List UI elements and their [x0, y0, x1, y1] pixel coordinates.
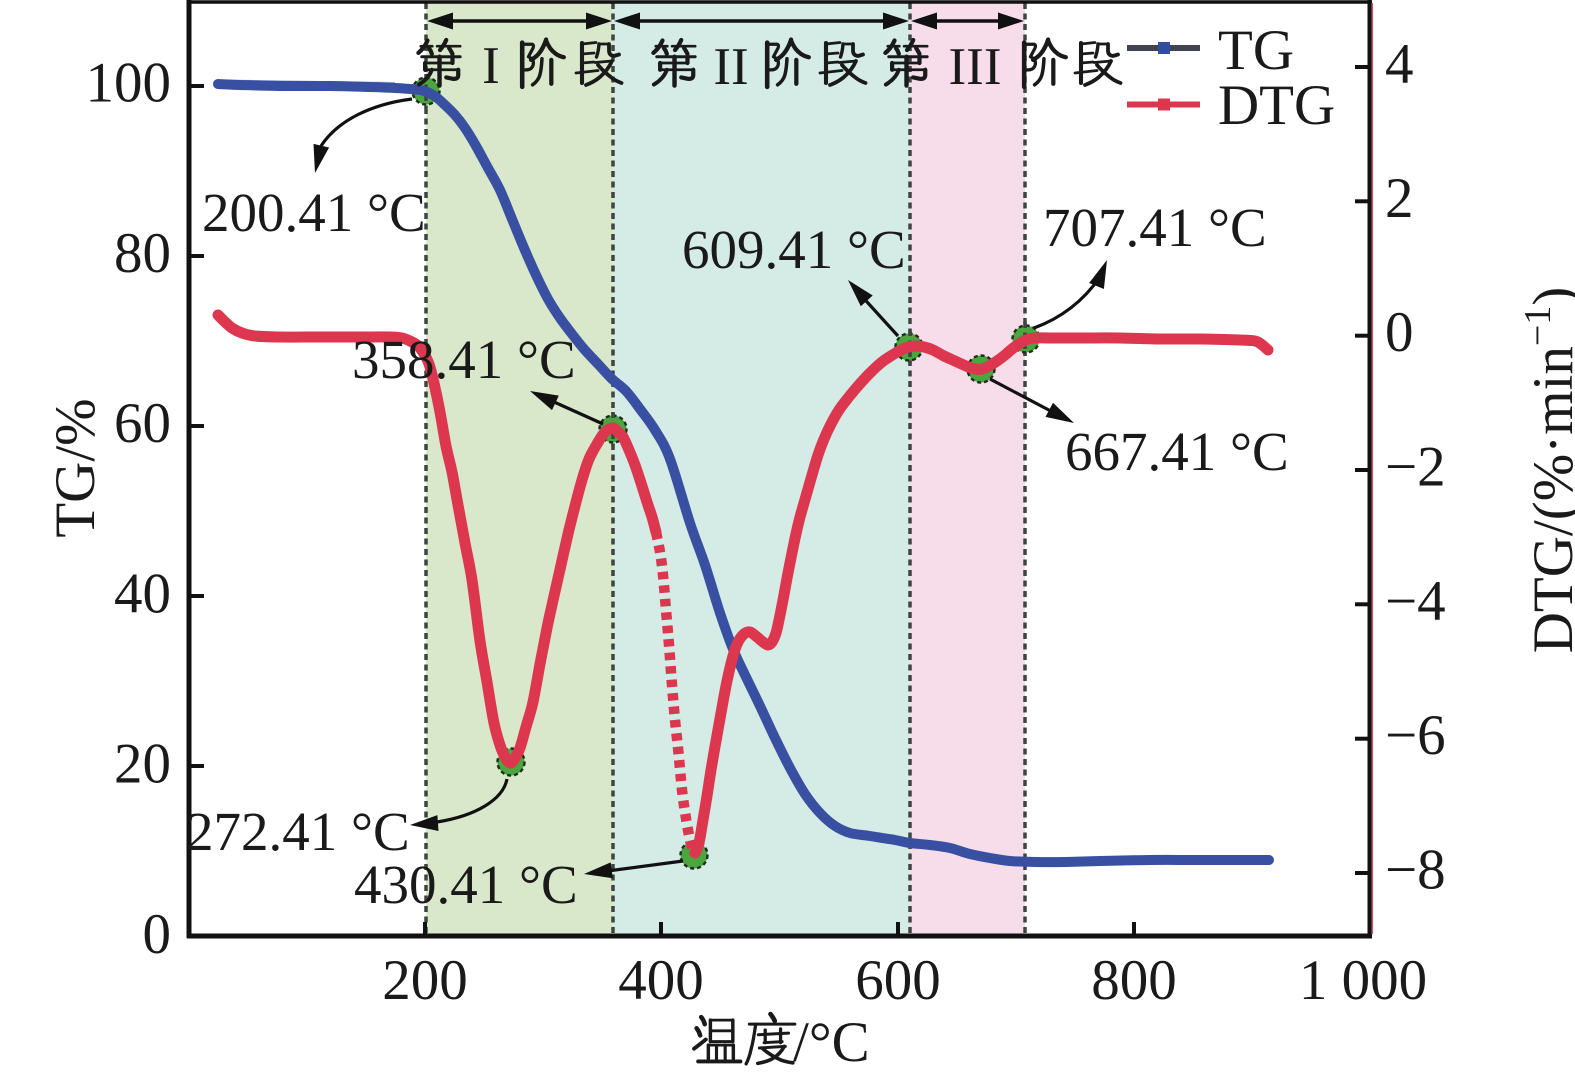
svg-text:272.41 °C: 272.41 °C — [186, 801, 410, 862]
svg-text:II: II — [713, 38, 748, 96]
svg-text:1 000: 1 000 — [1299, 949, 1427, 1012]
svg-text:I: I — [482, 37, 500, 95]
svg-text:4: 4 — [1385, 33, 1414, 96]
svg-text:100: 100 — [86, 52, 172, 115]
svg-text:358.41 °C: 358.41 °C — [352, 329, 576, 390]
svg-text:400: 400 — [618, 949, 704, 1012]
svg-text:−6: −6 — [1385, 704, 1446, 767]
svg-text:−4: −4 — [1385, 570, 1446, 633]
svg-text:TG: TG — [1218, 19, 1294, 82]
svg-text:2: 2 — [1385, 167, 1414, 230]
svg-text:200.41 °C: 200.41 °C — [202, 182, 426, 243]
svg-text:/°C: /°C — [793, 1011, 870, 1074]
svg-text:DTG/(%·min−1): DTG/(%·min−1) — [1517, 287, 1575, 654]
svg-text:430.41 °C: 430.41 °C — [354, 854, 578, 915]
svg-text:TG/%: TG/% — [44, 398, 107, 537]
svg-text:0: 0 — [143, 903, 172, 966]
svg-text:III: III — [949, 38, 1002, 96]
svg-text:707.41 °C: 707.41 °C — [1043, 197, 1267, 258]
svg-text:667.41 °C: 667.41 °C — [1065, 421, 1289, 482]
svg-text:−2: −2 — [1385, 436, 1446, 499]
svg-text:600: 600 — [855, 949, 941, 1012]
svg-text:200: 200 — [382, 949, 468, 1012]
svg-text:20: 20 — [114, 733, 171, 796]
svg-text:0: 0 — [1385, 301, 1414, 364]
svg-text:800: 800 — [1091, 949, 1177, 1012]
svg-text:80: 80 — [114, 222, 171, 285]
svg-text:60: 60 — [114, 392, 171, 455]
svg-text:−8: −8 — [1385, 839, 1446, 902]
svg-text:DTG: DTG — [1218, 74, 1335, 137]
svg-text:40: 40 — [114, 562, 171, 625]
svg-text:609.41 °C: 609.41 °C — [682, 219, 906, 280]
